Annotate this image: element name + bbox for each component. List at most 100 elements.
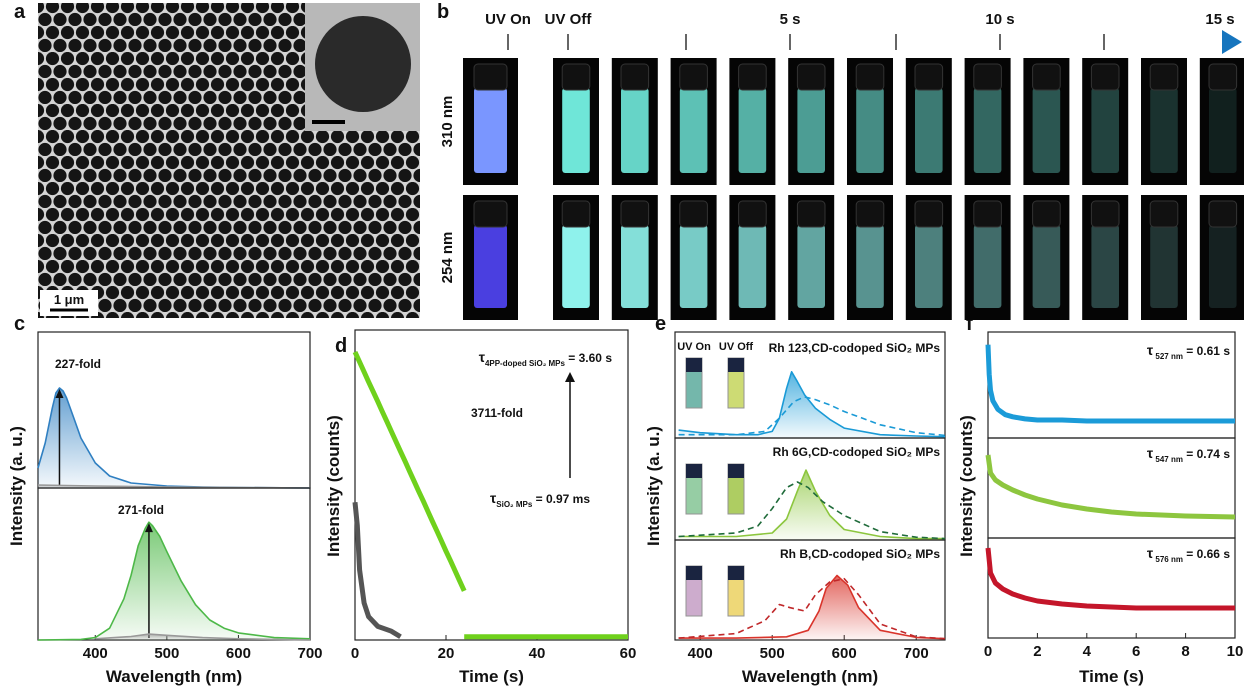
annotation-value: = 0.74 s (1183, 447, 1230, 461)
curve (352, 350, 467, 592)
vial-cap (738, 63, 767, 91)
x-tick-label: 700 (297, 645, 322, 662)
vial-cap (620, 200, 650, 228)
vial-cap (728, 464, 744, 478)
vial-glow (1032, 88, 1061, 173)
plot-frame (354, 329, 629, 641)
annotation: τ4PP-doped SiO₂ MPs = 3.60 s (479, 349, 613, 368)
curve (37, 521, 311, 641)
vial-cap (561, 63, 591, 91)
x-tick-label: 0 (984, 643, 992, 660)
panel-label: c (14, 313, 25, 335)
vial-cap (914, 200, 944, 228)
curve (985, 344, 1235, 424)
vial-cap (679, 63, 708, 91)
y-axis-label: Intensity (a. u.) (7, 426, 26, 546)
x-tick-label: 10 (1227, 643, 1244, 660)
row-label: 254 nm (439, 232, 456, 284)
vial-cap (679, 200, 708, 228)
annotation: τSiO₂ MPs = 0.97 ms (490, 490, 590, 509)
vial-cap (686, 566, 702, 580)
vial-cap (973, 200, 1002, 228)
vial-glow (915, 88, 943, 173)
x-tick-label: 600 (832, 645, 857, 662)
vial-glow (738, 225, 767, 308)
panel-label: d (335, 335, 347, 357)
vial-glow (679, 88, 708, 173)
annotation-symbol: τ (1147, 342, 1154, 358)
scale-bar-label: 1 μm (54, 292, 84, 307)
annotation: 3711-fold (471, 406, 523, 420)
vial-cap (1149, 63, 1179, 91)
x-tick-label: 400 (83, 645, 108, 662)
panel-label: a (14, 1, 26, 23)
curve (678, 469, 945, 540)
x-axis-label: Time (s) (459, 667, 524, 686)
area (38, 388, 310, 488)
x-tick-label: 0 (351, 645, 359, 662)
y-axis-label: Intensity (counts) (324, 415, 343, 557)
vial-glow (621, 88, 649, 173)
x-tick-label: 700 (904, 645, 929, 662)
x-tick-label: 400 (688, 645, 713, 662)
vial-glow (562, 225, 590, 308)
vial-cap (1208, 63, 1238, 91)
annotation-subscript: 4PP-doped SiO₂ MPs (485, 359, 566, 368)
timeline-arrow (472, 30, 1242, 54)
vial-glow (973, 225, 1002, 308)
curve (985, 454, 1236, 520)
vial-cap (1149, 200, 1179, 228)
x-tick-label: 6 (1132, 643, 1140, 660)
annotation: Rh 123,CD-codoped SiO₂ MPs (769, 341, 941, 355)
vial-label: UV Off (719, 341, 754, 353)
area (678, 470, 945, 540)
vial-glow (856, 88, 884, 173)
annotation-symbol: τ (479, 349, 486, 365)
vial-cap (620, 63, 650, 91)
vial-glow (1209, 88, 1237, 173)
curve (678, 371, 946, 438)
vial-cap (1090, 63, 1120, 91)
area (678, 575, 945, 640)
vial-cap (686, 358, 702, 372)
vial-cap (561, 200, 591, 228)
vial-cap (855, 63, 885, 91)
area (95, 634, 311, 640)
vial-glow (973, 88, 1002, 173)
annotation-symbol: τ (490, 490, 497, 506)
x-tick-label: 600 (226, 645, 251, 662)
area (38, 485, 310, 488)
annotation: τ 547 nm = 0.74 s (1147, 445, 1230, 464)
annotation: Rh B,CD-codoped SiO₂ MPs (780, 547, 940, 561)
vial-glow (562, 88, 590, 173)
timeline-label: UV Off (545, 11, 593, 28)
timeline-label: 15 s (1205, 11, 1234, 28)
annotation: τ 576 nm = 0.66 s (1147, 545, 1230, 564)
arrow-head (144, 523, 153, 533)
row-label: 310 nm (439, 96, 456, 148)
vial-cap (973, 63, 1002, 91)
annotation-value: = 3.60 s (565, 351, 612, 365)
x-axis-label: Wavelength (nm) (106, 667, 242, 686)
vial-glow (915, 225, 943, 308)
annotation-symbol: τ (1147, 545, 1154, 561)
x-tick-label: 4 (1083, 643, 1092, 660)
x-axis-label: Time (s) (1079, 667, 1144, 686)
annotation-value: = 0.66 s (1183, 547, 1230, 561)
panel-label: f (966, 313, 973, 335)
annotation-value: = 0.97 ms (532, 492, 590, 506)
annotation: Rh 6G,CD-codoped SiO₂ MPs (773, 445, 941, 459)
x-tick-label: 40 (529, 645, 546, 662)
annotation: τ 527 nm = 0.61 s (1147, 342, 1230, 361)
vial-cap (1032, 63, 1061, 91)
vial-cap (1032, 200, 1061, 228)
curve (95, 633, 311, 641)
curve (352, 501, 402, 639)
curve (678, 574, 946, 640)
vial-cap (738, 200, 767, 228)
annotation-subscript: 547 nm (1153, 455, 1183, 464)
vial-glow (1091, 88, 1119, 173)
vial-cap (914, 63, 944, 91)
annotation-subscript: 576 nm (1153, 555, 1183, 564)
